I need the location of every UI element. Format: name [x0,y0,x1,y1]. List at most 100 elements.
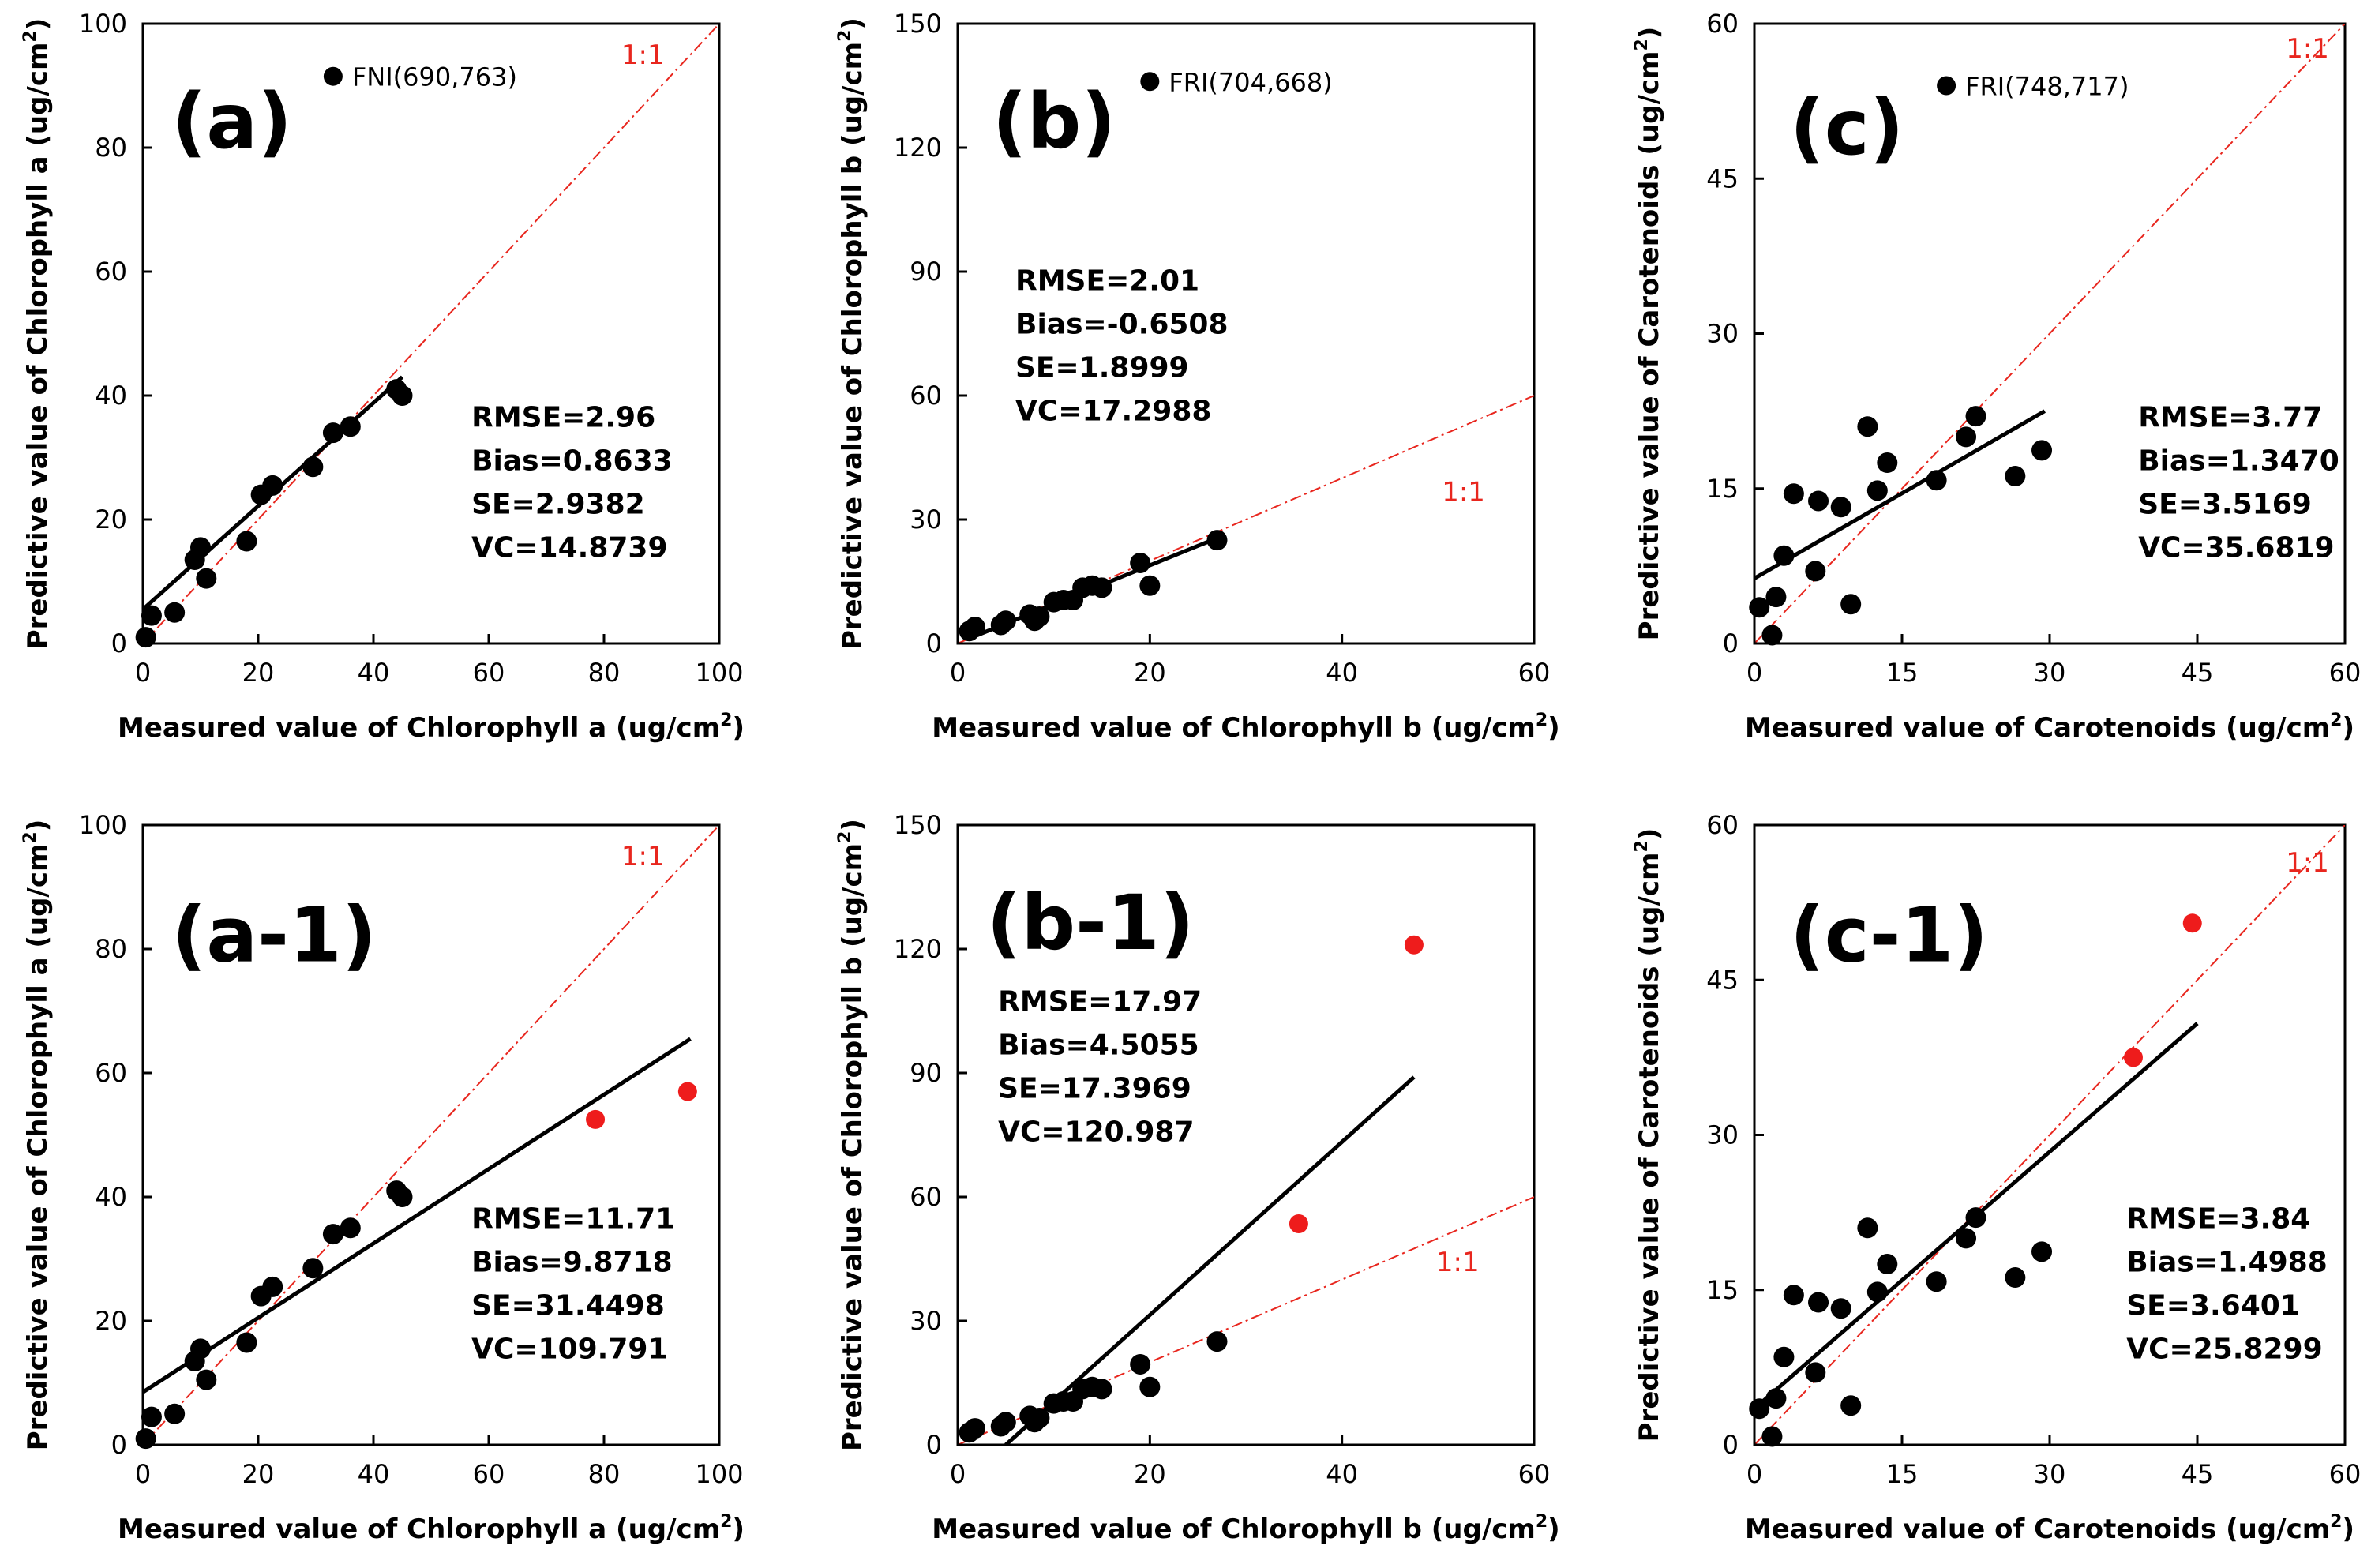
data-point [1130,552,1151,573]
x-tick-label: 0 [135,658,151,688]
data-point [1773,1346,1795,1367]
stats-line: SE=2.9382 [471,488,645,520]
outlier-label: FNI(690,763) [352,62,517,92]
y-tick-label: 0 [1723,628,1739,658]
identity-line [1754,825,2345,1445]
x-axis-label: Measured value of Chlorophyll a (ug/cm2) [118,1512,745,1545]
stats-line: VC=109.791 [471,1333,667,1365]
identity-line [143,825,719,1445]
highlight-point [2123,1048,2143,1067]
y-axis-label-end: ) [837,17,868,30]
stats-line: Bias=9.8718 [471,1246,673,1278]
data-point [302,456,324,478]
x-tick-label: 45 [2182,1459,2214,1489]
x-tick-label: 20 [242,1459,275,1489]
plot-frame [141,823,721,1446]
data-point [995,610,1016,632]
x-axis-label: Measured value of Carotenoids (ug/cm2) [1745,1512,2354,1545]
y-tick-label: 60 [95,1058,127,1088]
fit-line [141,1037,692,1394]
identity-label: 1:1 [1442,476,1485,508]
chart-panel-c: 0 15 30 45 60 0 15 30 45 60 Measured value of Caro… [1632,9,2361,744]
data-point [196,568,217,589]
data-point [1956,426,1977,448]
x-axis-label: Measured value of Chlorophyll a (ug/cm2) [118,711,745,744]
x-tick-label: 100 [695,1459,743,1489]
plot-frame [956,22,1536,645]
y-tick-label: 0 [111,1430,127,1460]
data-point [1965,406,1986,427]
data-point [964,617,985,638]
chart-panel-c-1: 0 15 30 45 60 0 15 30 45 60 Measured value of Caro… [1632,810,2361,1545]
data-point [340,416,361,437]
y-tick-label: 100 [79,9,127,39]
data-point [1761,625,1783,646]
y-tick-label: 30 [910,1306,942,1336]
x-tick-label: 40 [1326,1459,1358,1489]
data-point [1808,490,1829,512]
y-tick-label: 0 [926,628,942,658]
data-point [322,1224,343,1245]
outlier-point [323,66,343,86]
y-axis-label: Predictive value of Carotenoids (ug/cm2) [1632,27,1665,641]
outlier-point [1937,76,1956,96]
stats-line: SE=3.6401 [2126,1289,2300,1322]
x-tick-label: 45 [2182,658,2214,688]
stats-line: RMSE=3.84 [2126,1202,2310,1235]
superscript: 2 [835,30,855,42]
x-tick-label: 0 [1746,658,1762,688]
data-point [2005,466,2026,487]
superscript: 2 [720,711,732,730]
data-point [190,537,211,558]
y-tick-label: 60 [1706,810,1739,840]
data-point [1206,530,1228,551]
y-tick-label: 100 [79,810,127,840]
y-axis-label-end: ) [1634,828,1665,841]
y-axis-label-end: ) [1634,27,1665,39]
data-point [1206,1331,1228,1352]
data-point [1805,561,1826,582]
stats-line: Bias=1.4988 [2126,1246,2328,1278]
y-tick-label: 45 [1706,163,1739,193]
fit-line [1753,409,2046,580]
y-tick-label: 40 [95,381,127,411]
data-point [1857,416,1878,437]
chart-panel-a-1: 0 20 40 60 80 100 0 20 40 60 80 100 Measured value o… [21,810,745,1545]
data-point [302,1258,324,1279]
data-point [236,1332,257,1353]
superscript: 2 [835,831,855,843]
x-tick-label: 40 [358,658,390,688]
identity-label: 1:1 [621,39,665,71]
data-point [1029,1407,1050,1428]
stats-line: Bias=0.8633 [471,445,673,477]
y-tick-label: 60 [95,257,127,287]
highlight-point [1404,935,1424,955]
data-point [1926,1271,1947,1292]
data-point [135,1428,156,1450]
data-point [1765,587,1787,608]
stats-line: SE=1.8999 [1015,352,1189,384]
data-point [1866,1281,1888,1303]
x-tick-label: 15 [1886,1459,1919,1489]
data-point [995,1412,1016,1433]
plot-frame [956,823,1536,1446]
superscript: 2 [21,831,40,843]
chart-panel-b-1: 0 20 40 60 0 30 60 90 120 150 Measured value of Ch… [835,810,1560,1545]
y-tick-label: 20 [95,1306,127,1336]
x-tick-label: 20 [1134,658,1166,688]
fit-line [1004,1075,1416,1446]
x-tick-label: 60 [2329,1459,2362,1489]
x-tick-label: 60 [473,1459,505,1489]
panel-label: (c) [1790,84,1904,172]
data-point [1783,483,1804,505]
y-axis-label: Predictive value of Carotenoids (ug/cm2) [1632,828,1665,1442]
data-point [1808,1292,1829,1313]
y-tick-label: 30 [1706,319,1739,349]
panel-label: (c-1) [1790,891,1988,980]
x-tick-label: 30 [2034,1459,2066,1489]
data-point [236,531,257,552]
y-tick-label: 90 [910,1058,942,1088]
y-tick-label: 15 [1706,474,1739,504]
data-point [1926,470,1947,491]
x-tick-label: 15 [1886,658,1919,688]
